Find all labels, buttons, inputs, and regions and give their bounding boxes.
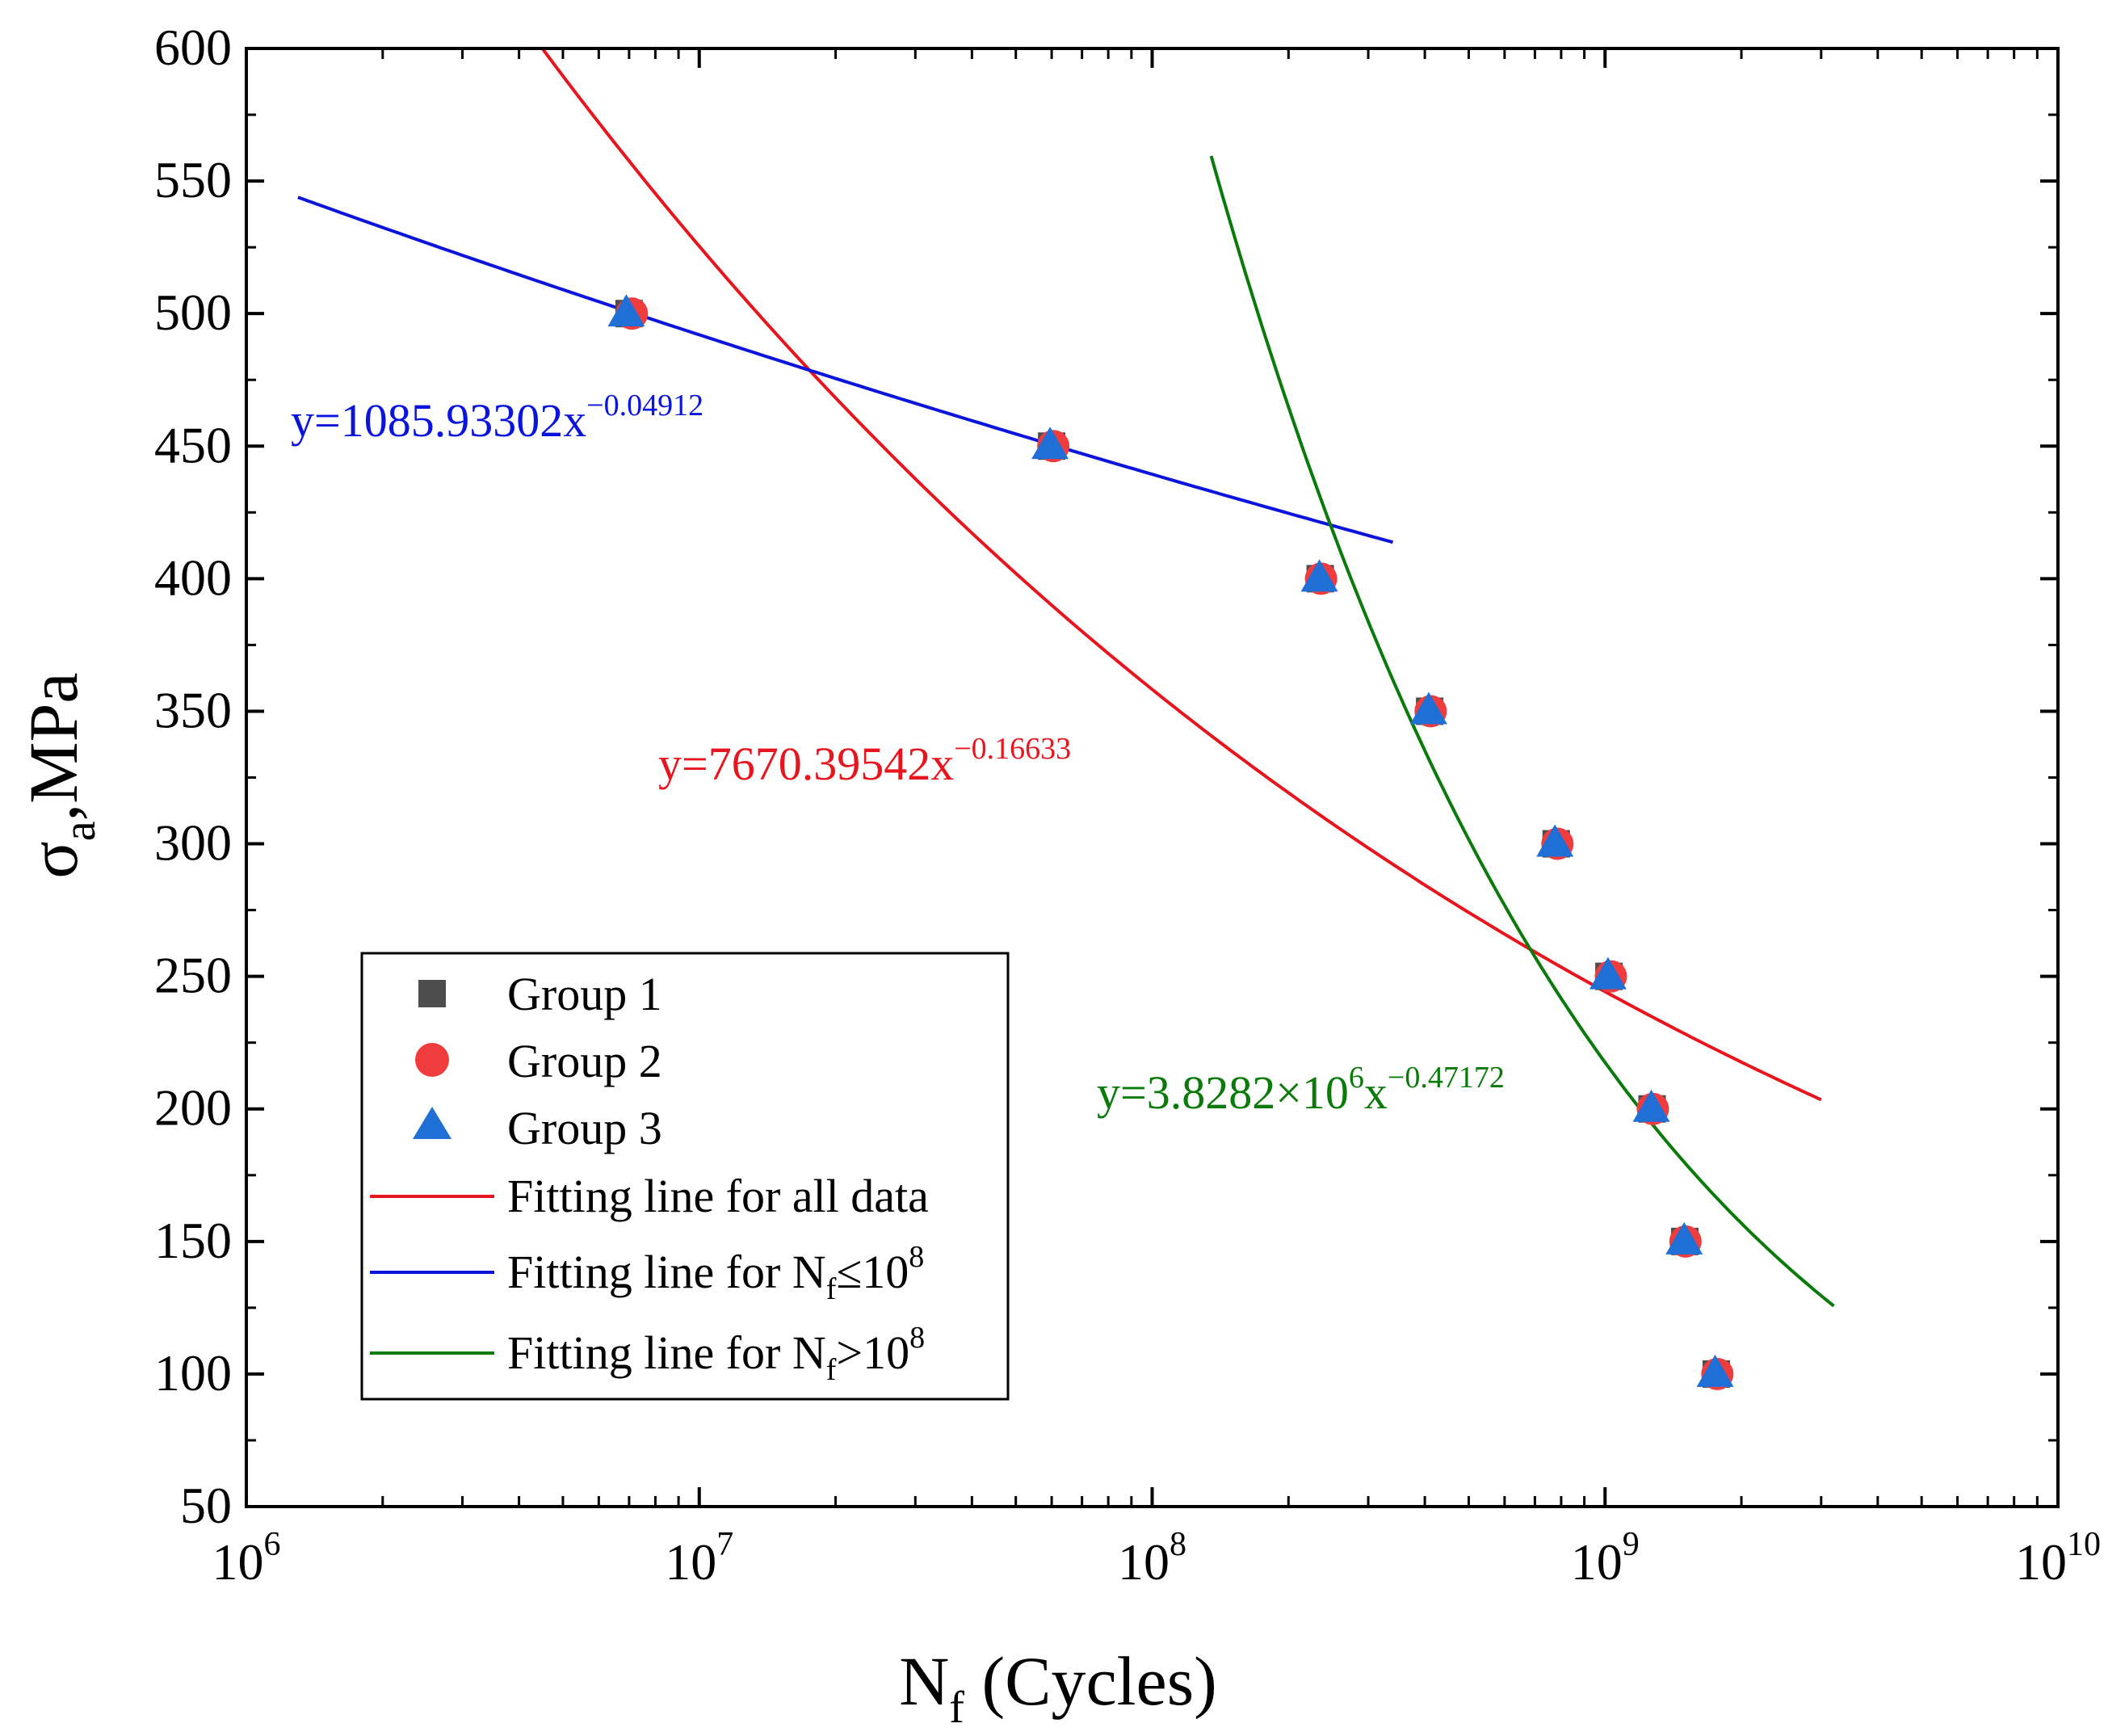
y-tick-label: 150 — [154, 1212, 232, 1269]
y-tick-label: 200 — [154, 1079, 232, 1137]
equation-all-data: y=7670.39542x−0.16633 — [658, 732, 1071, 790]
legend-marker-group-2 — [415, 1043, 449, 1077]
point-group-3 — [1409, 691, 1447, 725]
x-tick-label: 107 — [665, 1526, 733, 1591]
fit-curve-2 — [1209, 155, 1835, 1308]
point-group-3 — [1632, 1089, 1670, 1122]
equation-low-cycle: y=1085.93302x−0.04912 — [291, 389, 703, 447]
point-group-3 — [1536, 824, 1574, 857]
legend-label-group-1: Group 1 — [507, 968, 662, 1020]
point-group-3 — [1031, 427, 1069, 460]
legend-box — [360, 952, 1010, 1401]
point-group-3 — [1665, 1221, 1703, 1255]
fit-lines — [297, 48, 1835, 1308]
point-group-3 — [1696, 1354, 1734, 1387]
y-tick-label: 50 — [180, 1477, 232, 1534]
x-tick-label: 108 — [1118, 1526, 1186, 1591]
point-group-3 — [1300, 559, 1338, 592]
y-axis: 50 100 150 200 250 300 350 400 450 500 550 600 — [154, 19, 2058, 1534]
equation-high-cycle: y=3.8282×106x−0.47172 — [1097, 1061, 1505, 1119]
fit-curve-1 — [297, 195, 1394, 544]
fit-curve-0 — [540, 48, 1822, 1102]
data-points — [607, 294, 1734, 1390]
y-axis-title: σa,MPa — [15, 672, 105, 878]
y-tick-label: 600 — [154, 19, 232, 76]
y-tick-label: 550 — [154, 151, 232, 208]
y-tick-label: 100 — [154, 1344, 232, 1402]
legend-marker-group-1 — [418, 980, 446, 1007]
legend: Group 1 Group 2 Group 3 Fitting line for… — [360, 952, 1010, 1401]
legend-label-low-cycle: Fitting line for Nf≤108 — [507, 1240, 924, 1306]
y-tick-label: 450 — [154, 416, 232, 473]
y-tick-label: 400 — [154, 549, 232, 606]
legend-label-group-2: Group 2 — [507, 1035, 662, 1087]
legend-label-all-data: Fitting line for all data — [507, 1170, 929, 1222]
x-tick-label: 106 — [212, 1526, 281, 1591]
legend-label-high-cycle: Fitting line for Nf>108 — [507, 1321, 925, 1387]
point-group-3 — [607, 294, 645, 327]
y-tick-label: 250 — [154, 947, 232, 1004]
legend-marker-group-3 — [413, 1107, 451, 1139]
y-tick-label: 300 — [154, 814, 232, 872]
y-tick-label: 500 — [154, 284, 232, 341]
legend-label-group-3: Group 3 — [507, 1102, 662, 1154]
x-tick-label: 1010 — [2015, 1526, 2101, 1591]
y-tick-label: 350 — [154, 681, 232, 738]
x-axis: 106 107 108 109 1010 — [212, 48, 2101, 1591]
point-group-3 — [1589, 956, 1627, 990]
x-axis-title: Nf (Cycles) — [899, 1642, 1217, 1733]
x-tick-label: 109 — [1571, 1526, 1640, 1591]
